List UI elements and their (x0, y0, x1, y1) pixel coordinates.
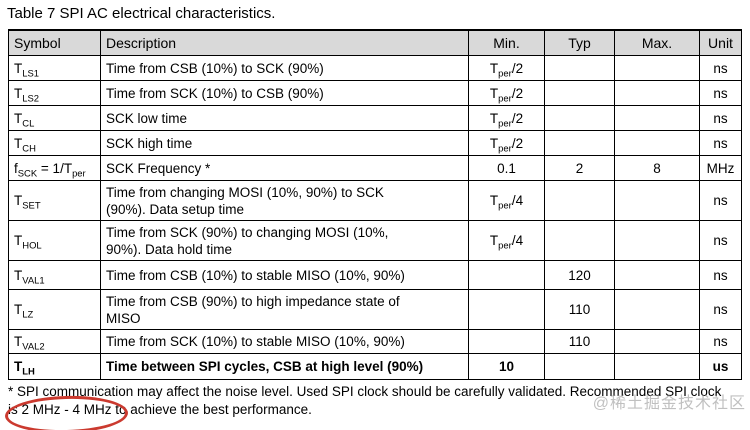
max-cell: 8 (614, 155, 700, 181)
description-cell: Time from SCK (10%) to CSB (90%) (100, 80, 469, 106)
description-cell: Time from CSB (10%) to SCK (90%) (100, 55, 469, 81)
description-cell: SCK Frequency * (100, 155, 469, 181)
symbol-cell: TVAL2 (8, 329, 101, 354)
unit-cell: ns (699, 180, 742, 221)
typ-cell (544, 80, 615, 106)
table-row: TLZ Time from CSB (90%) to high impedanc… (8, 289, 742, 330)
table-row: TLH Time between SPI cycles, CSB at high… (8, 353, 742, 380)
max-cell (614, 55, 700, 81)
unit-cell: ns (699, 289, 742, 330)
unit-cell: MHz (699, 155, 742, 181)
col-header-description: Description (100, 29, 469, 56)
max-cell (614, 105, 700, 131)
unit-cell: ns (699, 220, 742, 261)
symbol-cell: TLS2 (8, 80, 101, 106)
description-cell: Time from SCK (90%) to changing MOSI (10… (100, 220, 469, 261)
typ-cell: 120 (544, 260, 615, 290)
typ-cell: 2 (544, 155, 615, 181)
typ-cell: 110 (544, 329, 615, 354)
table-row: TLS1 Time from CSB (10%) to SCK (90%) Tp… (8, 55, 742, 81)
col-header-unit: Unit (699, 29, 742, 56)
typ-cell (544, 55, 615, 81)
symbol-cell: TCL (8, 105, 101, 131)
table-row: fSCK = 1/Tper SCK Frequency * 0.1 2 8 MH… (8, 155, 742, 181)
table-row: THOL Time from SCK (90%) to changing MOS… (8, 220, 742, 261)
unit-cell: ns (699, 260, 742, 290)
footnote-text: * SPI communication may affect the noise… (8, 384, 722, 417)
min-cell (468, 289, 545, 330)
min-cell: Tper/2 (468, 105, 545, 131)
symbol-cell: TLH (8, 353, 101, 380)
min-cell: Tper/2 (468, 130, 545, 156)
symbol-cell: TSET (8, 180, 101, 221)
min-cell: 10 (468, 353, 545, 380)
symbol-cell: TVAL1 (8, 260, 101, 290)
symbol-cell: fSCK = 1/Tper (8, 155, 101, 181)
unit-cell: ns (699, 80, 742, 106)
unit-cell: ns (699, 105, 742, 131)
max-cell (614, 329, 700, 354)
typ-cell: 110 (544, 289, 615, 330)
table-row: TCH SCK high time Tper/2 ns (8, 130, 742, 156)
max-cell (614, 353, 700, 380)
unit-cell: ns (699, 55, 742, 81)
symbol-cell: THOL (8, 220, 101, 261)
min-cell: Tper/2 (468, 80, 545, 106)
description-cell: Time from CSB (10%) to stable MISO (10%,… (100, 260, 469, 290)
description-cell: SCK high time (100, 130, 469, 156)
min-cell: Tper/2 (468, 55, 545, 81)
description-cell: Time from changing MOSI (10%, 90%) to SC… (100, 180, 469, 221)
table-row: TVAL2 Time from SCK (10%) to stable MISO… (8, 329, 742, 354)
unit-cell: us (699, 353, 742, 380)
min-cell (468, 260, 545, 290)
typ-cell (544, 180, 615, 221)
col-header-max: Max. (614, 29, 700, 56)
col-header-typ: Typ (544, 29, 615, 56)
table-title: Table 7 SPI AC electrical characteristic… (7, 5, 276, 22)
typ-cell (544, 353, 615, 380)
watermark: @稀土掘金技术社区 (592, 395, 746, 412)
table-row: TLS2 Time from SCK (10%) to CSB (90%) Tp… (8, 80, 742, 106)
col-header-symbol: Symbol (8, 29, 101, 56)
spi-ac-characteristics-table: Symbol Description Min. Typ Max. Unit TL… (8, 29, 742, 380)
table-row: TCL SCK low time Tper/2 ns (8, 105, 742, 131)
description-cell: Time from SCK (10%) to stable MISO (10%,… (100, 329, 469, 354)
typ-cell (544, 130, 615, 156)
min-cell: Tper/4 (468, 180, 545, 221)
min-cell (468, 329, 545, 354)
max-cell (614, 220, 700, 261)
min-cell: Tper/4 (468, 220, 545, 261)
header-row: Symbol Description Min. Typ Max. Unit (8, 29, 742, 56)
typ-cell (544, 220, 615, 261)
description-cell: Time between SPI cycles, CSB at high lev… (100, 353, 469, 380)
max-cell (614, 260, 700, 290)
max-cell (614, 80, 700, 106)
symbol-cell: TLZ (8, 289, 101, 330)
symbol-cell: TLS1 (8, 55, 101, 81)
table-row: TSET Time from changing MOSI (10%, 90%) … (8, 180, 742, 221)
unit-cell: ns (699, 130, 742, 156)
col-header-min: Min. (468, 29, 545, 56)
description-cell: Time from CSB (90%) to high impedance st… (100, 289, 469, 330)
unit-cell: ns (699, 329, 742, 354)
table-row: TVAL1 Time from CSB (10%) to stable MISO… (8, 260, 742, 290)
max-cell (614, 289, 700, 330)
typ-cell (544, 105, 615, 131)
max-cell (614, 180, 700, 221)
max-cell (614, 130, 700, 156)
description-cell: SCK low time (100, 105, 469, 131)
symbol-cell: TCH (8, 130, 101, 156)
min-cell: 0.1 (468, 155, 545, 181)
